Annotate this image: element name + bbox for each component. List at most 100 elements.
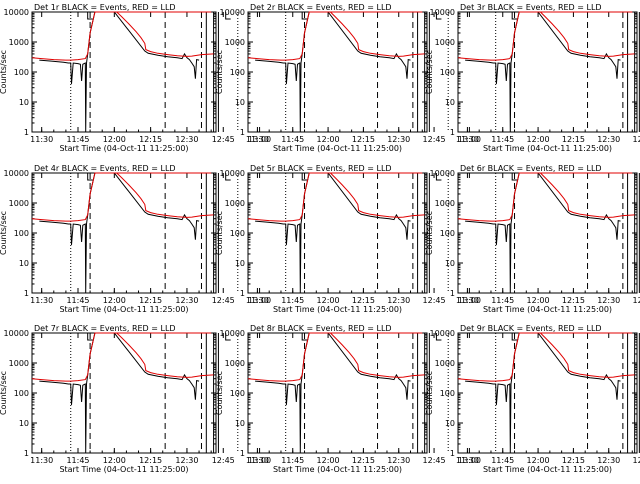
y-tick-label: 100 [230,229,245,238]
plot-frame [457,11,638,133]
y-axis-label: Counts/sec [0,50,8,94]
x-tick-label: 12:00 [527,296,550,305]
x-tick-label: 11:30 [246,296,269,305]
x-tick-label: 12:30 [597,135,620,144]
x-tick-label: 12:30 [175,296,198,305]
x-tick-label: 11:30 [30,296,53,305]
x-tick-label: 11:45 [66,456,89,465]
panel-title: Det 7r BLACK = Events, RED = LLD [34,324,176,333]
y-tick-label: 10 [235,259,245,268]
y-tick-label: 10000 [430,329,455,338]
y-tick-label: 100 [440,229,455,238]
detector-panel-3: 1 10 100 1000 10000 11:30 11:45 12:00 12:15 12:30… [425,3,640,153]
x-tick-label: 11:45 [281,296,304,305]
y-tick-label: 10 [19,259,29,268]
x-axis-label: Start Time (04-Oct-11 11:25:00) [59,305,188,314]
panel-title: Det 5r BLACK = Events, RED = LLD [250,164,392,173]
events-series-line [465,11,621,133]
y-tick-label: 1000 [435,359,455,368]
y-tick-label: 1 [24,128,29,137]
y-tick-label: 100 [230,68,245,77]
y-tick-label: 1 [450,449,455,458]
x-tick-label: 11:30 [456,456,479,465]
y-tick-label: 100 [440,389,455,398]
x-tick-label: 13:00 [458,135,481,144]
flag-marker-a [87,333,93,341]
plot-frame [457,172,638,294]
x-tick-label: 12:30 [597,456,620,465]
y-tick-label: 10000 [430,169,455,178]
flag-marker-b [225,333,231,341]
y-tick-label: 100 [440,68,455,77]
x-tick-label: 12:30 [597,296,620,305]
x-tick-label: 12:15 [562,135,585,144]
y-tick-label: 10000 [4,329,29,338]
detector-panel-8: 1 10 100 1000 10000 11:30 11:45 12:00 12:15 12:30… [215,324,481,474]
y-tick-label: 10000 [4,169,29,178]
x-tick-label: 11:45 [491,456,514,465]
panel-title: Det 9r BLACK = Events, RED = LLD [460,324,602,333]
y-tick-label: 10 [19,98,29,107]
plot-frame [31,172,217,294]
x-tick-label: 12:45 [633,296,640,305]
events-series-line [255,11,411,133]
flag-marker-a [511,333,518,341]
y-tick-label: 1 [450,289,455,298]
lld-series-line [31,172,214,222]
y-tick-label: 10 [445,98,455,107]
y-tick-label: 10 [19,419,29,428]
x-tick-label: 12:00 [527,456,550,465]
x-axis-label: Start Time (04-Oct-11 11:25:00) [59,144,188,153]
lld-series-line [457,332,635,382]
panel-title: Det 6r BLACK = Events, RED = LLD [460,164,602,173]
y-tick-label: 100 [14,68,29,77]
x-tick-label: 12:45 [423,296,446,305]
y-axis-label: Counts/sec [215,371,224,415]
y-tick-label: 10000 [220,8,245,17]
plot-frame [247,332,428,454]
flag-marker-b [435,173,442,181]
y-tick-label: 1000 [9,359,29,368]
flag-marker-b [435,12,442,20]
y-tick-label: 1000 [225,359,245,368]
x-tick-label: 12:30 [175,456,198,465]
y-tick-label: 1 [240,128,245,137]
x-axis-label: Start Time (04-Oct-11 11:25:00) [273,305,402,314]
x-tick-label: 12:00 [317,456,340,465]
x-tick-label: 11:30 [30,456,53,465]
detector-panel-4: 1 10 100 1000 10000 11:30 11:45 12:00 12:15 12:30… [0,164,271,314]
x-axis-label: Start Time (04-Oct-11 11:25:00) [273,144,402,153]
lld-series-line [247,11,425,61]
x-tick-label: 11:45 [491,296,514,305]
flag-marker-a [87,12,93,20]
detector-panel-9: 1 10 100 1000 10000 11:30 11:45 12:00 12:15 12:30… [425,324,640,474]
x-tick-label: 12:00 [103,135,126,144]
y-tick-label: 1000 [9,38,29,47]
plot-frame [457,332,638,454]
x-tick-label: 11:30 [456,296,479,305]
y-tick-label: 1 [240,449,245,458]
x-tick-label: 11:45 [66,296,89,305]
lld-series-line [247,332,425,382]
y-tick-label: 10000 [4,8,29,17]
lld-series-line [247,172,425,222]
panel-title: Det 2r BLACK = Events, RED = LLD [250,3,392,12]
x-tick-label: 12:15 [562,296,585,305]
lld-series-line [457,172,635,222]
x-tick-label: 12:00 [317,135,340,144]
x-tick-label: 12:45 [633,135,640,144]
events-series-line [39,172,200,294]
plot-frame [31,332,217,454]
flag-marker-a [301,333,308,341]
x-tick-label: 12:00 [527,135,550,144]
x-tick-label: 12:15 [139,135,162,144]
x-axis-label: Start Time (04-Oct-11 11:25:00) [483,465,612,474]
y-tick-label: 10 [235,98,245,107]
x-tick-label: 12:00 [103,456,126,465]
flag-marker-a [511,173,518,181]
x-tick-label: 12:00 [103,296,126,305]
plot-frame [247,11,428,133]
y-tick-label: 10 [235,419,245,428]
y-tick-label: 1000 [9,199,29,208]
plot-frame [247,172,428,294]
